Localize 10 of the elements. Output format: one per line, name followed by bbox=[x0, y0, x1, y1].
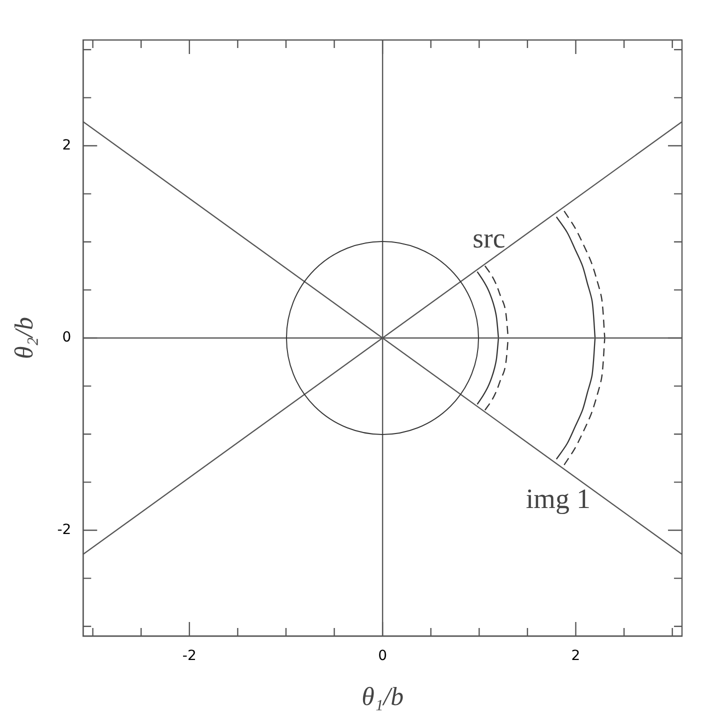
y-tick-label: 0 bbox=[62, 330, 72, 346]
y-axis-title: θ₂/b bbox=[9, 316, 38, 360]
y-tick-label: 2 bbox=[62, 137, 72, 154]
x-axis-title: θ₁/b bbox=[362, 682, 404, 712]
annotation: img 1 bbox=[526, 484, 590, 516]
x-tick-label: -2 bbox=[182, 648, 196, 664]
x-tick-label: 2 bbox=[571, 648, 580, 664]
y-tick-label: -2 bbox=[57, 522, 72, 538]
annotation: src bbox=[472, 223, 506, 254]
x-tick-label: 0 bbox=[378, 648, 388, 664]
